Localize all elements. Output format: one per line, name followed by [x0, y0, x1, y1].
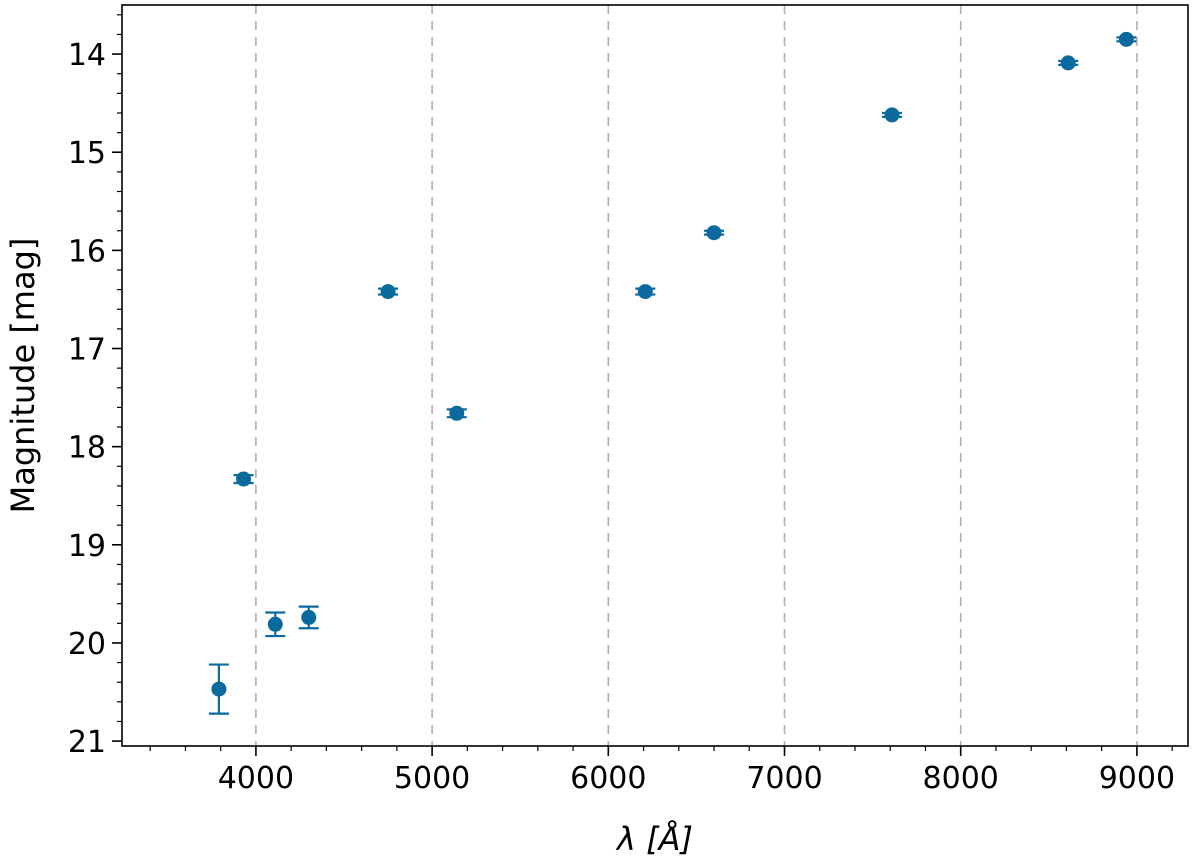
data-point: [884, 107, 900, 123]
y-tick-label: 14: [68, 38, 106, 73]
y-tick-label: 21: [68, 725, 106, 760]
y-tick-label: 17: [68, 333, 106, 368]
y-tick-label: 20: [68, 627, 106, 662]
x-tick-label: 6000: [570, 761, 646, 796]
y-tick-label: 16: [68, 234, 106, 269]
plot-frame: [121, 4, 1189, 747]
data-layer: [208, 31, 1137, 715]
data-point: [301, 609, 317, 625]
data-point: [1060, 55, 1076, 71]
data-point: [380, 284, 396, 300]
x-tick-label: 5000: [394, 761, 470, 796]
data-point: [267, 616, 283, 632]
y-axis-title: Magnitude [mag]: [4, 238, 42, 514]
data-point: [211, 681, 227, 697]
y-tick-label: 19: [68, 529, 106, 564]
x-tick-label: 7000: [746, 761, 822, 796]
minor-tick-layer: [117, 14, 1173, 751]
y-tick-label: 18: [68, 431, 106, 466]
x-tick-label: 9000: [1099, 761, 1175, 796]
x-tick-label: 8000: [923, 761, 999, 796]
data-point: [1118, 31, 1134, 47]
grid-layer: [255, 5, 1138, 746]
major-tick-layer: [112, 53, 1138, 756]
data-point: [236, 471, 252, 487]
x-axis-title: λ [Å]: [615, 820, 693, 858]
x-tick-label: 4000: [218, 761, 294, 796]
data-point: [706, 225, 722, 241]
data-point: [637, 284, 653, 300]
data-point: [449, 405, 465, 421]
label-layer: 4000 5000 6000 7000 8000 9000 14 15 16 17 18 19 20 21: [68, 38, 1175, 796]
y-tick-label: 15: [68, 136, 106, 171]
